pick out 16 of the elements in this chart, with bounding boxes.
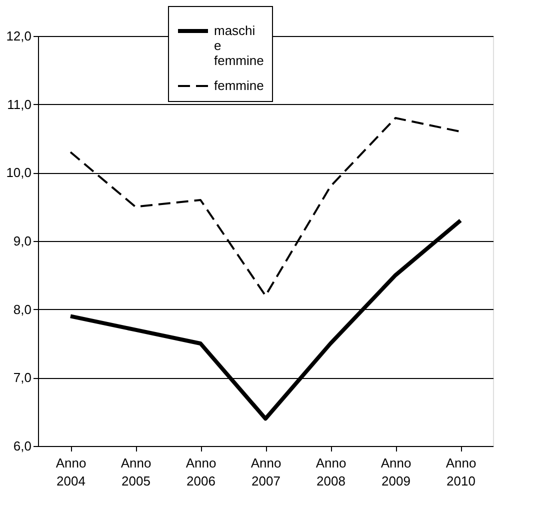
- x-tick-label: Anno 2007: [250, 456, 282, 488]
- x-tick-label: Anno 2005: [120, 456, 152, 488]
- x-tick-label: Anno 2006: [186, 456, 216, 488]
- x-tick-label: Anno 2010: [446, 456, 476, 488]
- legend-label: femmine: [214, 78, 264, 93]
- y-tick-label: 10,0: [6, 165, 32, 180]
- y-tick-label: 6,0: [13, 438, 32, 454]
- y-tick-label: 9,0: [13, 234, 32, 248]
- legend-label: maschi e femmine: [214, 23, 264, 68]
- y-tick-label: 11,0: [7, 96, 32, 112]
- y-tick-label: 12,0: [6, 28, 32, 44]
- y-tick-label: 8,0: [13, 302, 32, 317]
- y-tick-label: 7,0: [13, 370, 32, 386]
- x-tick-label: Anno 2004: [56, 456, 86, 488]
- x-tick-label: Anno 2009: [380, 456, 412, 488]
- x-tick-label: Anno 2008: [316, 456, 346, 488]
